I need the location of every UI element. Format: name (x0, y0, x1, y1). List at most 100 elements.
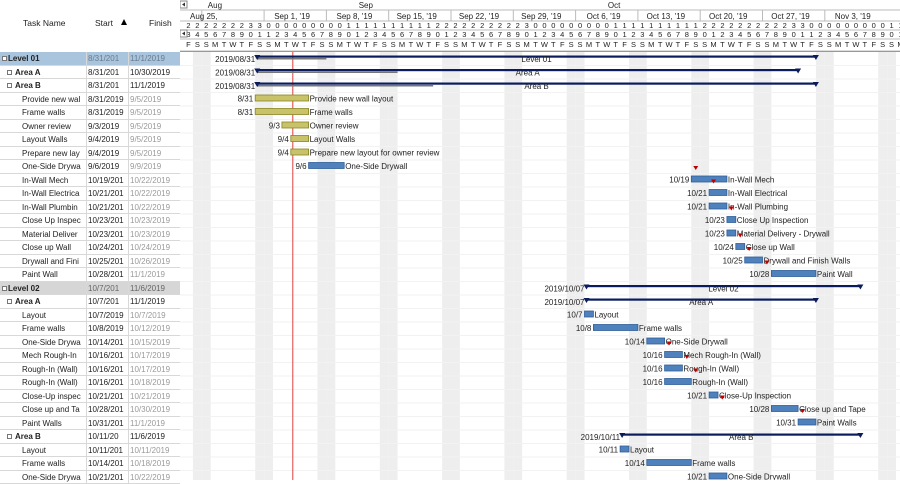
day-letter: T (240, 40, 245, 49)
task-name-label: Close-Up Inspection (719, 392, 791, 401)
start-date-cell: 9/4/2019 (88, 147, 126, 160)
day-letter: S (640, 40, 645, 49)
day-letter: W (666, 40, 674, 49)
task-bar[interactable] (282, 122, 309, 128)
task-name-cell: Paint Walls (22, 417, 83, 430)
day-digit-tens: 2 (222, 21, 226, 30)
task-bar[interactable] (665, 379, 692, 385)
summary-start-label: 2019/10/07 (544, 285, 585, 294)
summary-name-label: Area B (729, 433, 753, 442)
collapse-icon[interactable] (7, 434, 12, 439)
sort-ascending-icon[interactable] (121, 19, 127, 25)
task-name-cell: Layout (22, 444, 83, 457)
task-bar[interactable] (727, 217, 736, 223)
day-digit-tens: 3 (800, 21, 804, 30)
task-bar[interactable] (255, 109, 308, 115)
task-bar[interactable] (771, 271, 816, 277)
task-bar[interactable] (291, 149, 309, 155)
task-bar[interactable] (736, 244, 745, 250)
day-letter: S (444, 40, 449, 49)
task-bar[interactable] (691, 176, 727, 182)
day-letter: T (800, 40, 805, 49)
task-name-column-header[interactable]: Task Name (23, 18, 66, 28)
weekend-shade (700, 52, 709, 480)
day-digit-ones: 3 (284, 30, 288, 39)
task-bar[interactable] (585, 311, 594, 317)
expand-icon[interactable] (7, 70, 12, 75)
collapse-icon[interactable] (2, 56, 7, 61)
collapse-icon[interactable] (7, 299, 12, 304)
task-bar[interactable] (291, 136, 309, 142)
task-bar[interactable] (771, 406, 798, 412)
task-bar[interactable] (727, 230, 736, 236)
day-digit-ones: 6 (667, 30, 671, 39)
day-letter: S (693, 40, 698, 49)
day-letter: M (337, 40, 343, 49)
day-digit-ones: 5 (480, 30, 484, 39)
task-bar[interactable] (647, 460, 692, 466)
task-bar[interactable] (709, 392, 718, 398)
day-digit-ones: 7 (498, 30, 502, 39)
task-bar[interactable] (798, 419, 816, 425)
day-digit-ones: 2 (275, 30, 279, 39)
collapse-icon[interactable] (2, 286, 7, 291)
column-divider (86, 147, 87, 161)
collapse-icon[interactable] (7, 83, 12, 88)
task-bar[interactable] (709, 473, 727, 479)
finish-column-header[interactable]: Finish (149, 18, 172, 28)
task-bar[interactable] (620, 446, 629, 452)
finish-date-cell: 10/23/2019 (130, 214, 178, 227)
task-bar[interactable] (647, 338, 665, 344)
day-letter: S (195, 40, 200, 49)
day-digit-ones: 0 (889, 30, 893, 39)
task-bar[interactable] (593, 325, 638, 331)
day-digit-ones: 8 (685, 30, 689, 39)
day-letter: T (222, 40, 227, 49)
day-digit-tens: 2 (489, 21, 493, 30)
day-digit-tens: 0 (266, 21, 270, 30)
task-bar[interactable] (309, 163, 345, 169)
task-bar[interactable] (255, 95, 308, 101)
task-bar[interactable] (665, 365, 683, 371)
task-bar[interactable] (745, 257, 763, 263)
start-column-header[interactable]: Start (95, 18, 113, 28)
task-bar[interactable] (665, 352, 683, 358)
day-digit-tens: 0 (284, 21, 288, 30)
task-bar[interactable] (709, 203, 727, 209)
task-bar[interactable] (709, 190, 727, 196)
day-digit-ones: 7 (863, 30, 867, 39)
day-digit-tens: 2 (507, 21, 511, 30)
